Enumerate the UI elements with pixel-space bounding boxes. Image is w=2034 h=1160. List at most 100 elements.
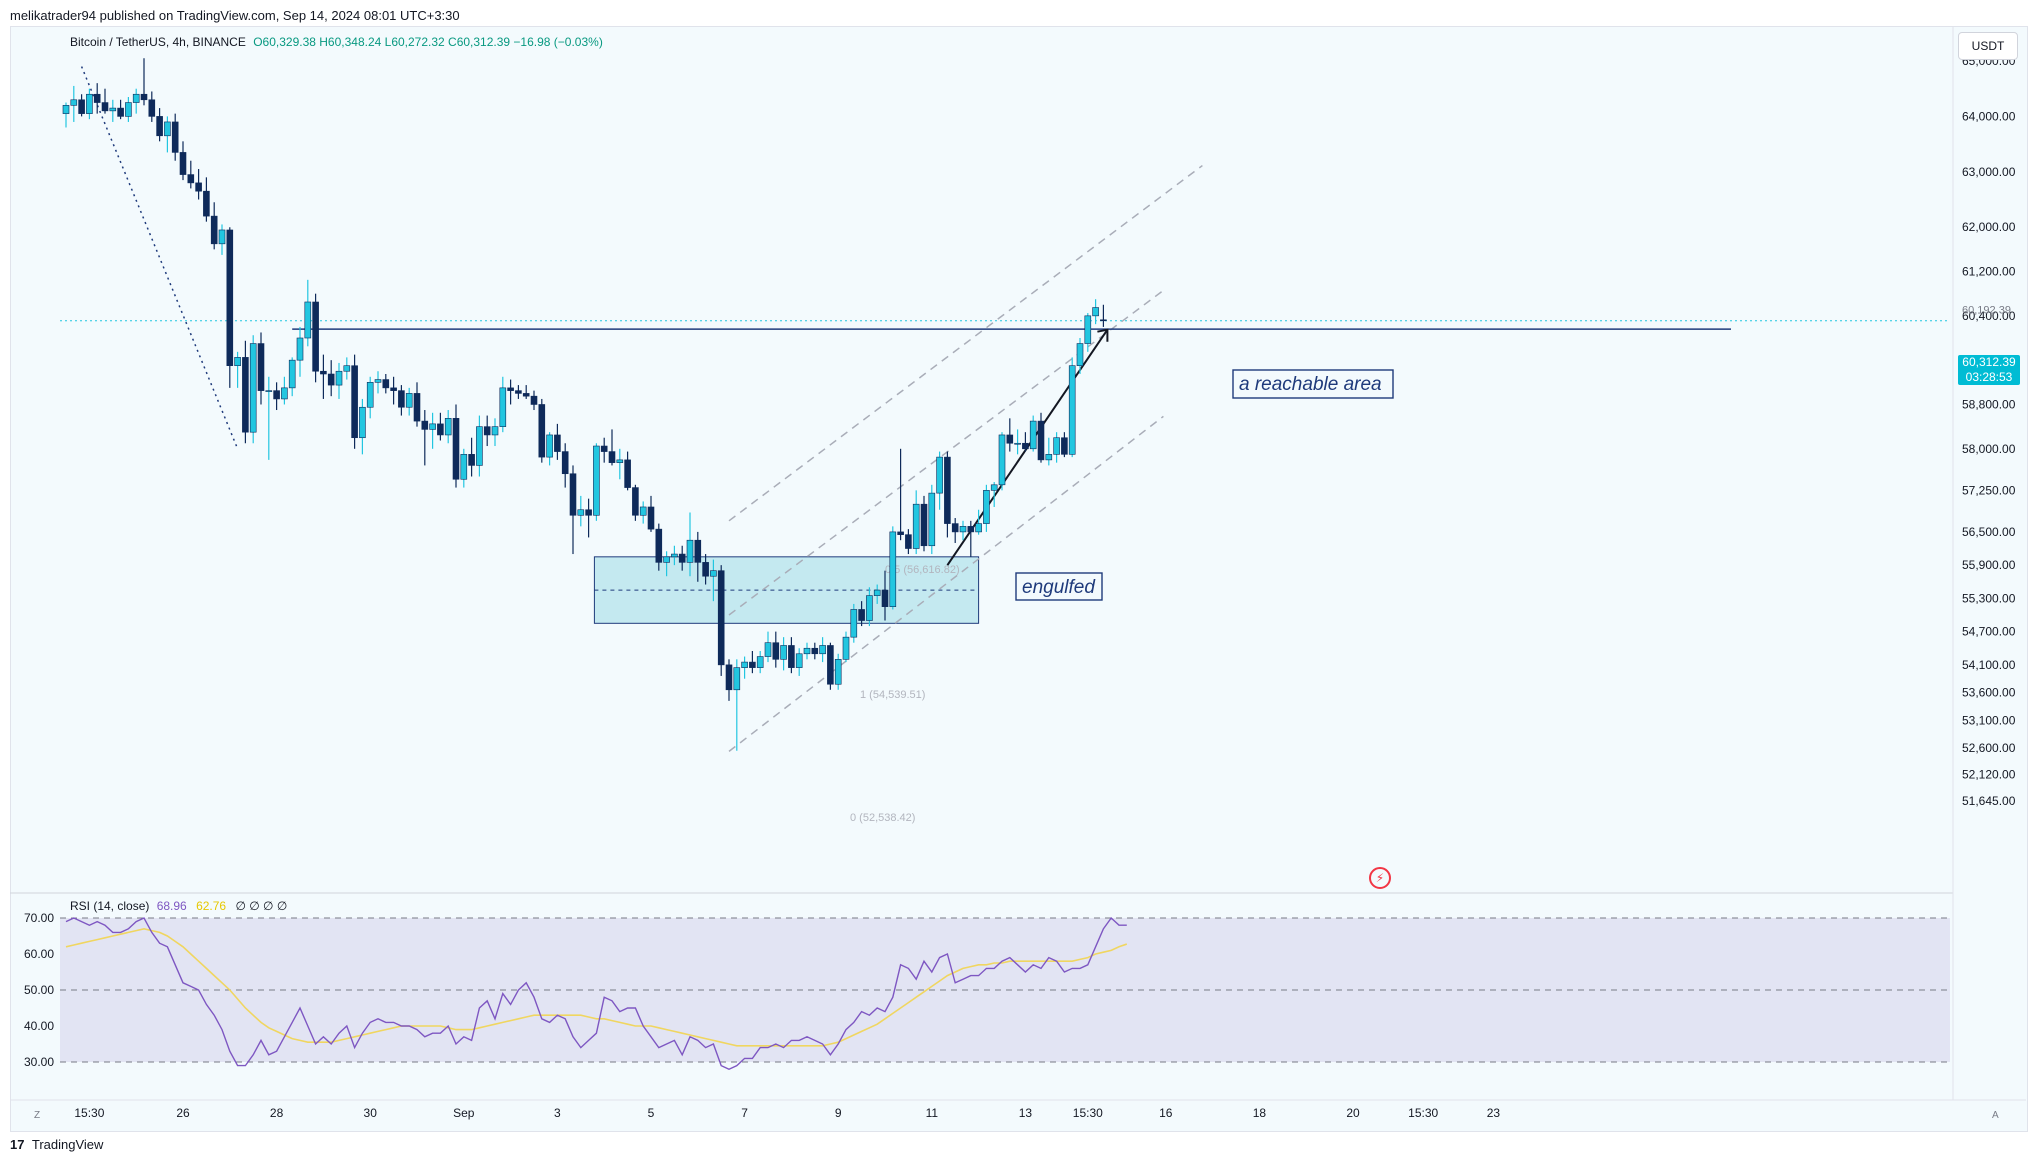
candle-33 [320, 354, 327, 399]
candle-body-83 [710, 570, 717, 577]
candle-body-61 [538, 404, 546, 458]
price-tick-label-15: 53,600.00 [1962, 686, 2016, 700]
candle-body-52 [468, 454, 475, 466]
candle-53 [476, 415, 483, 477]
candle-115 [959, 520, 967, 541]
candle-body-114 [951, 523, 959, 533]
candle-34 [327, 360, 335, 397]
candle-body-23 [242, 357, 249, 433]
candle-body-18 [203, 190, 210, 217]
candle-body-31 [304, 301, 312, 339]
time-label-10: 13 [1019, 1106, 1033, 1120]
candle-body-7 [117, 107, 124, 117]
price-tick-label-2: 63,000.00 [1962, 165, 2016, 179]
rsi-legend[interactable]: RSI (14, close) 68.96 62.76 ∅ ∅ ∅ ∅ [70, 899, 287, 913]
scale-button-right[interactable]: A [1992, 1110, 1999, 1121]
time-label-14: 20 [1346, 1106, 1360, 1120]
candle-47 [429, 412, 436, 449]
candle-body-73 [632, 487, 639, 516]
annotation-reachable: a reachable area [1239, 374, 1382, 395]
candle-body-103 [866, 595, 873, 621]
candle-body-67 [585, 509, 592, 516]
candle-body-26 [265, 390, 273, 392]
candle-37 [351, 354, 358, 449]
candle-131 [1084, 313, 1092, 352]
candle-122 [1014, 429, 1021, 455]
price-tick-label-1: 64,000.00 [1962, 109, 2016, 123]
price-tick-label-17: 52,600.00 [1962, 741, 2016, 755]
time-label-15: 15:30 [1408, 1106, 1438, 1120]
candle-body-6 [109, 107, 117, 112]
candle-body-92 [780, 645, 787, 660]
candle-body-129 [1068, 365, 1076, 455]
candle-body-49 [444, 418, 452, 436]
fib-label-0: 0.5 (56,616.82) [885, 564, 960, 576]
candle-7 [117, 99, 124, 120]
ohlc-values: O60,329.38 H60,348.24 L60,272.32 C60,312… [253, 35, 603, 49]
candle-97 [819, 637, 826, 663]
candle-100 [842, 631, 850, 663]
candle-body-95 [803, 647, 811, 655]
candle-body-27 [273, 390, 280, 400]
candle-body-55 [491, 426, 499, 436]
candle-79 [678, 545, 686, 571]
candle-body-71 [616, 459, 624, 463]
rsi-ma-line [65, 927, 1128, 1047]
alert-clock-icon[interactable]: ⚡ [1369, 867, 1391, 889]
candle-120 [998, 432, 1006, 491]
candle-body-109 [912, 503, 920, 549]
candle-89 [756, 651, 764, 674]
candle-112 [936, 451, 943, 510]
footer-brand[interactable]: 17 TradingView [10, 1137, 103, 1152]
price-tick-label-16: 53,100.00 [1962, 713, 2016, 727]
candle-body-13 [164, 121, 171, 137]
symbol-legend[interactable]: Bitcoin / TetherUS, 4h, BINANCE O60,329.… [70, 35, 603, 49]
price-tick-label-partial: 60,192.39 [1962, 305, 2011, 317]
candle-body-47 [429, 423, 436, 430]
candle-body-121 [1006, 434, 1014, 444]
candle-92 [780, 637, 787, 671]
candle-77 [663, 551, 670, 577]
candle-26 [265, 376, 273, 460]
currency-button[interactable]: USDT [1958, 32, 2018, 60]
time-label-9: 11 [926, 1106, 939, 1120]
candle-body-116 [967, 526, 975, 533]
candle-body-39 [366, 382, 374, 408]
candle-body-59 [522, 393, 530, 397]
candle-body-28 [281, 387, 288, 400]
candle-body-93 [788, 645, 795, 668]
candle-body-32 [312, 301, 319, 372]
candle-60 [530, 390, 538, 411]
candle-body-104 [873, 589, 881, 596]
candle-6 [109, 99, 117, 122]
candle-94 [795, 648, 803, 676]
candle-52 [468, 437, 475, 477]
candle-body-94 [795, 653, 803, 668]
candle-32 [312, 293, 319, 383]
candle-19 [210, 202, 218, 250]
candle-body-9 [132, 93, 140, 103]
candle-45 [413, 382, 421, 427]
publisher-line: melikatrader94 published on TradingView.… [10, 8, 460, 23]
candle-body-42 [390, 387, 397, 391]
candle-body-62 [546, 434, 553, 458]
candle-21 [226, 227, 234, 388]
candle-body-38 [359, 406, 366, 439]
candle-78 [671, 545, 678, 566]
candle-body-91 [772, 642, 780, 660]
candle-body-70 [608, 451, 616, 463]
scale-button-left[interactable]: Z [34, 1110, 41, 1121]
candle-body-77 [663, 556, 670, 563]
candle-71 [616, 448, 624, 480]
candle-20 [218, 224, 226, 255]
candle-body-100 [842, 636, 850, 660]
candle-68 [593, 443, 600, 521]
top-bar: melikatrader94 published on TradingView.… [0, 0, 2034, 28]
candle-body-48 [437, 423, 444, 436]
bar-countdown: 03:28:53 [1965, 370, 2013, 384]
time-label-4: Sep [453, 1106, 475, 1120]
rsi-line [65, 916, 1127, 1070]
time-label-0: 15:30 [74, 1106, 104, 1120]
projection-arrow-head [1097, 328, 1109, 342]
